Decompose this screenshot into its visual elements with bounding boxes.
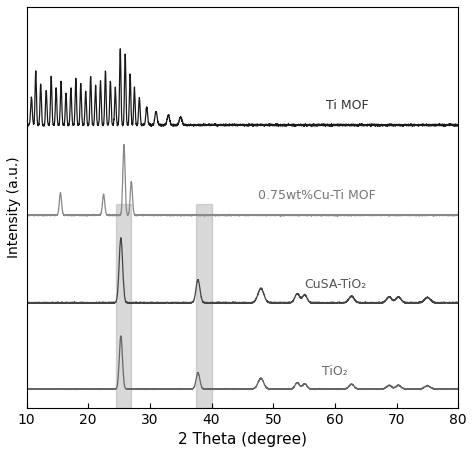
X-axis label: 2 Theta (degree): 2 Theta (degree) [178,432,307,447]
Bar [196,204,211,408]
Text: CuSA-TiO₂: CuSA-TiO₂ [304,278,366,291]
Text: Ti MOF: Ti MOF [326,99,369,112]
Text: TiO₂: TiO₂ [322,365,348,378]
Bar [116,204,131,408]
Y-axis label: Intensity (a.u.): Intensity (a.u.) [7,157,21,258]
Text: 0.75wt%Cu-Ti MOF: 0.75wt%Cu-Ti MOF [257,189,375,202]
